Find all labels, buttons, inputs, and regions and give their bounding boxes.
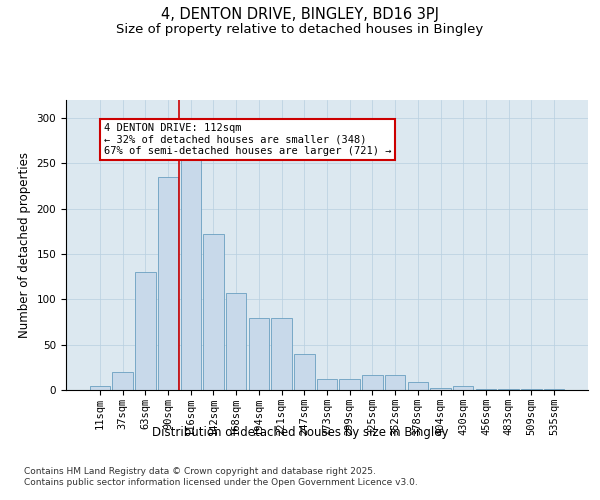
Bar — [430, 388, 451, 390]
Bar — [203, 234, 224, 390]
Bar — [271, 318, 292, 390]
Bar — [226, 293, 247, 390]
Bar — [181, 159, 201, 390]
Text: Distribution of detached houses by size in Bingley: Distribution of detached houses by size … — [152, 426, 448, 439]
Text: 4 DENTON DRIVE: 112sqm
← 32% of detached houses are smaller (348)
67% of semi-de: 4 DENTON DRIVE: 112sqm ← 32% of detached… — [104, 122, 392, 156]
Bar — [362, 374, 383, 390]
Bar — [499, 389, 519, 390]
Bar — [385, 374, 406, 390]
Bar — [453, 386, 473, 390]
Bar — [294, 354, 314, 390]
Text: Size of property relative to detached houses in Bingley: Size of property relative to detached ho… — [116, 22, 484, 36]
Bar — [158, 177, 178, 390]
Bar — [407, 382, 428, 390]
Bar — [340, 379, 360, 390]
Bar — [521, 389, 542, 390]
Text: 4, DENTON DRIVE, BINGLEY, BD16 3PJ: 4, DENTON DRIVE, BINGLEY, BD16 3PJ — [161, 8, 439, 22]
Y-axis label: Number of detached properties: Number of detached properties — [18, 152, 31, 338]
Bar — [112, 372, 133, 390]
Bar — [476, 389, 496, 390]
Text: Contains HM Land Registry data © Crown copyright and database right 2025.
Contai: Contains HM Land Registry data © Crown c… — [24, 468, 418, 487]
Bar — [248, 318, 269, 390]
Bar — [544, 389, 564, 390]
Bar — [90, 386, 110, 390]
Bar — [135, 272, 155, 390]
Bar — [317, 379, 337, 390]
